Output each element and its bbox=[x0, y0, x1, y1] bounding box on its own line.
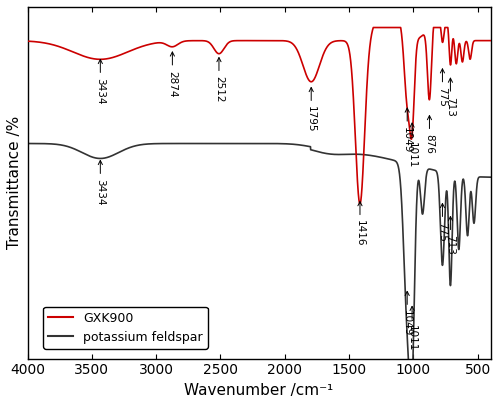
X-axis label: Wavenumber /cm⁻¹: Wavenumber /cm⁻¹ bbox=[184, 383, 334, 398]
Text: 713: 713 bbox=[446, 78, 456, 117]
Text: 1416: 1416 bbox=[355, 202, 365, 247]
Legend: GXK900, potassium feldspar: GXK900, potassium feldspar bbox=[43, 307, 207, 349]
Text: 3434: 3434 bbox=[96, 160, 106, 206]
Text: 1049: 1049 bbox=[402, 292, 412, 337]
Text: 876: 876 bbox=[424, 115, 434, 154]
Text: 1011: 1011 bbox=[407, 123, 417, 168]
Text: 775: 775 bbox=[438, 203, 448, 242]
Y-axis label: Transmittance /%: Transmittance /% bbox=[7, 116, 22, 249]
Text: 1011: 1011 bbox=[407, 306, 417, 352]
Text: 713: 713 bbox=[446, 217, 456, 255]
Text: 2874: 2874 bbox=[168, 52, 177, 97]
Text: 1795: 1795 bbox=[306, 87, 316, 132]
Text: 775: 775 bbox=[438, 69, 448, 107]
Text: 2512: 2512 bbox=[214, 58, 224, 102]
Text: 3434: 3434 bbox=[96, 60, 106, 104]
Text: 1049: 1049 bbox=[402, 108, 412, 153]
